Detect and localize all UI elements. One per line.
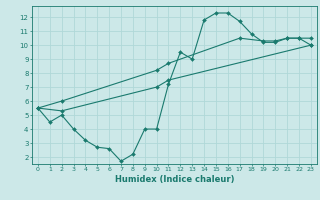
X-axis label: Humidex (Indice chaleur): Humidex (Indice chaleur) [115, 175, 234, 184]
